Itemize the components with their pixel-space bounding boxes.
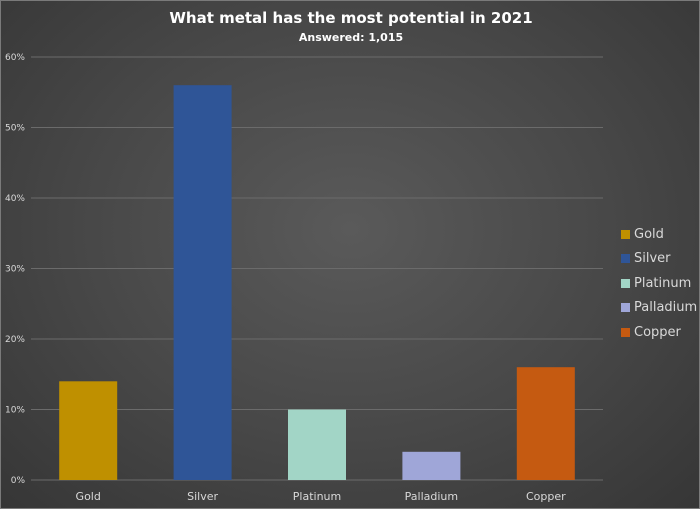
bar-silver — [173, 85, 232, 480]
y-tick-label: 10% — [5, 406, 25, 416]
chart-subtitle: Answered: 1,015 — [298, 31, 404, 44]
legend-item-platinum: Platinum — [621, 271, 697, 296]
legend-label: Silver — [634, 251, 671, 267]
y-tick-label: 0% — [11, 476, 26, 486]
legend-label: Platinum — [634, 275, 692, 291]
y-tick-label: 30% — [5, 265, 25, 275]
chart-title: What metal has the most potential in 202… — [169, 9, 533, 27]
x-tick-label: Platinum — [293, 490, 341, 503]
legend-swatch — [621, 278, 630, 288]
legend-label: Palladium — [634, 300, 698, 316]
y-tick-label: 40% — [5, 194, 25, 204]
y-tick-label: 60% — [5, 53, 25, 63]
bar-platinum — [288, 409, 346, 480]
y-tick-label: 50% — [5, 124, 25, 134]
legend-label: Gold — [634, 226, 664, 242]
legend-label: Copper — [634, 324, 681, 340]
legend-item-copper: Copper — [621, 320, 697, 345]
x-tick-label: Copper — [526, 490, 566, 503]
y-tick-label: 20% — [5, 335, 25, 345]
x-tick-label: Silver — [187, 490, 218, 503]
bar-copper — [516, 367, 575, 480]
bar-gold — [59, 381, 118, 480]
legend: Gold Silver Platinum Palladium Copper — [621, 222, 697, 345]
legend-swatch — [621, 303, 630, 313]
legend-swatch — [621, 229, 630, 239]
legend-swatch — [621, 254, 630, 264]
legend-item-silver: Silver — [621, 247, 697, 272]
legend-item-gold: Gold — [621, 222, 697, 247]
legend-item-palladium: Palladium — [621, 296, 697, 321]
bar-palladium — [402, 451, 461, 480]
x-tick-label: Palladium — [405, 490, 458, 503]
legend-swatch — [621, 327, 630, 337]
x-tick-label: Gold — [76, 490, 101, 503]
